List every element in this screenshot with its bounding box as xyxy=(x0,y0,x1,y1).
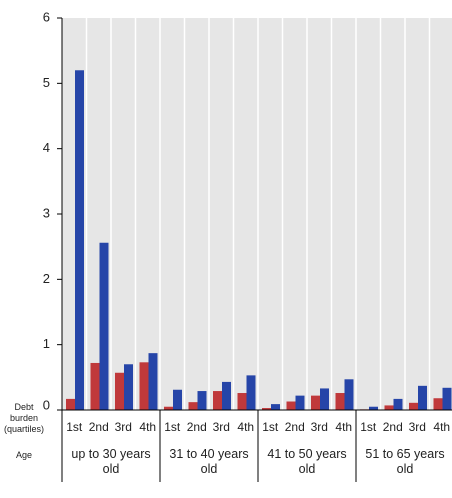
x-tick-label: 2nd xyxy=(187,420,207,434)
bar xyxy=(246,375,256,410)
y-tick-label: 5 xyxy=(43,75,50,90)
bar xyxy=(75,70,84,411)
bar xyxy=(213,391,222,410)
x-tick-label: 4th xyxy=(139,420,156,434)
bar xyxy=(393,398,403,410)
x-tick-label: 2nd xyxy=(285,420,305,434)
bar xyxy=(99,242,109,410)
x-tick-label: 3rd xyxy=(213,420,230,434)
x-tick-label: 3rd xyxy=(409,420,426,434)
bar xyxy=(164,406,173,410)
group-label: 31 to 40 years old xyxy=(169,447,249,476)
plot-background xyxy=(62,18,452,410)
x-tick-label: 2nd xyxy=(89,420,109,434)
bar xyxy=(139,362,149,410)
x-tick-label: 1st xyxy=(262,420,279,434)
x-tick-label: 3rd xyxy=(115,420,132,434)
bar xyxy=(409,402,418,410)
bar xyxy=(369,406,378,410)
x-tick-label: 1st xyxy=(360,420,377,434)
bar xyxy=(148,353,158,410)
group-label: 51 to 65 years old xyxy=(365,447,445,476)
x-tick-label: 4th xyxy=(335,420,352,434)
bar xyxy=(222,381,231,410)
bar xyxy=(115,372,124,410)
bar xyxy=(384,405,394,410)
bar xyxy=(311,395,320,410)
x-tick-label: 3rd xyxy=(311,420,328,434)
y-tick-label: 0 xyxy=(43,397,50,412)
bar xyxy=(197,391,207,410)
bar xyxy=(286,401,296,410)
y-tick-label: 1 xyxy=(43,336,50,351)
bar xyxy=(188,402,198,410)
y-tick-label: 2 xyxy=(43,271,50,286)
bar xyxy=(66,398,75,410)
bar xyxy=(320,388,329,410)
x-label-bottom: Age xyxy=(15,450,32,460)
bar xyxy=(262,408,271,410)
x-tick-label: 1st xyxy=(164,420,181,434)
x-label-top: Debt burden (quartiles) xyxy=(3,402,44,434)
bar xyxy=(124,364,133,410)
y-tick-label: 4 xyxy=(43,140,50,155)
bar xyxy=(442,387,452,410)
bar xyxy=(271,404,280,410)
bar xyxy=(344,379,354,410)
bar xyxy=(173,389,182,410)
y-tick-label: 6 xyxy=(43,9,50,24)
bar xyxy=(433,398,443,410)
group-label: up to 30 years old xyxy=(71,447,151,476)
x-tick-label: 2nd xyxy=(383,420,403,434)
y-tick-label: 3 xyxy=(43,205,50,220)
bar xyxy=(90,362,100,410)
bar xyxy=(237,393,247,410)
bar xyxy=(418,385,427,410)
bar xyxy=(335,393,345,410)
x-tick-label: 4th xyxy=(433,420,450,434)
bar xyxy=(295,395,305,410)
x-tick-label: 4th xyxy=(237,420,254,434)
group-label: 41 to 50 years old xyxy=(267,447,347,476)
x-tick-label: 1st xyxy=(66,420,83,434)
